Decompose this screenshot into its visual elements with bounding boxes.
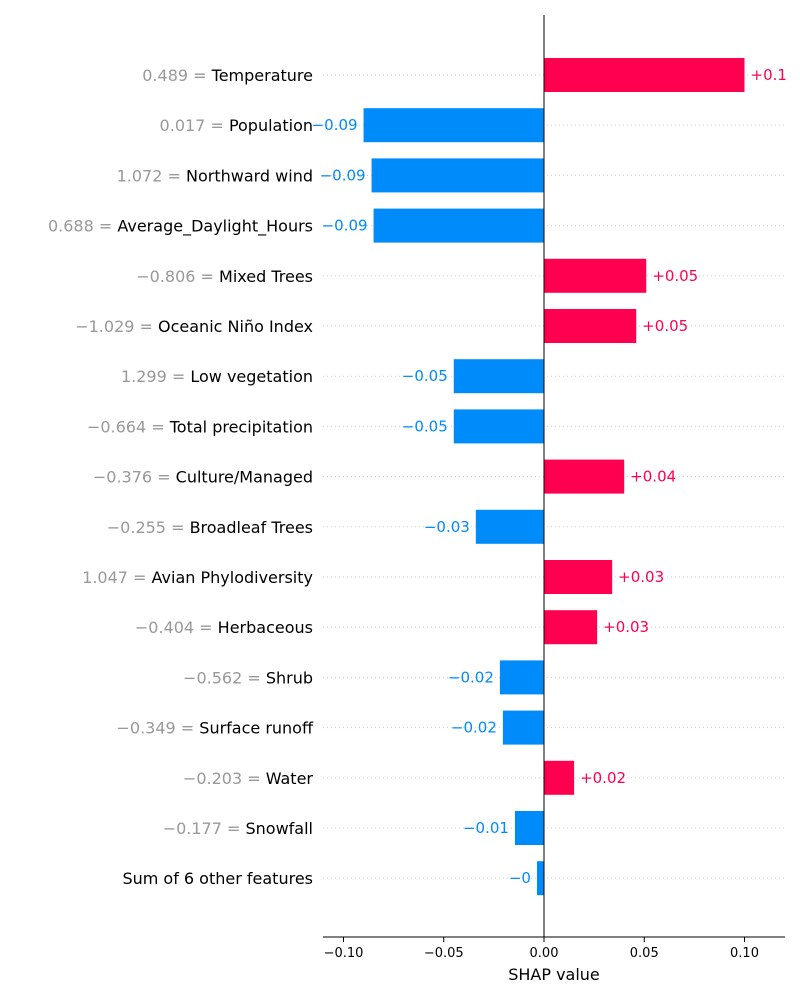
bar-positive (544, 258, 647, 293)
feature-label: 0.017 = Population (160, 116, 313, 135)
feature-value: 1.047 = (82, 568, 146, 587)
bar-value-label: −0.05 (402, 367, 448, 385)
bar-positive (544, 560, 613, 594)
x-tick-label: −0.05 (424, 946, 464, 961)
feature-label: 0.489 = Temperature (142, 66, 313, 85)
bar-positive (544, 610, 598, 645)
bar-positive (544, 760, 575, 795)
feature-label: −0.349 = Surface runoff (116, 719, 313, 738)
feature-name: Water (266, 769, 314, 788)
bar-negative (536, 861, 544, 896)
feature-label: −0.806 = Mixed Trees (136, 267, 313, 286)
feature-name: Broadleaf Trees (190, 518, 313, 537)
feature-name: Northward wind (186, 166, 313, 185)
x-tick-label: 0.00 (530, 946, 559, 961)
bar-value-label: +0.1 (751, 66, 787, 84)
feature-name: Sum of 6 other features (122, 869, 313, 888)
bar-negative (502, 710, 544, 745)
bar-value-label: −0.05 (402, 417, 448, 435)
bar-value-label: −0.09 (312, 116, 358, 134)
feature-value: 0.017 = (160, 116, 224, 135)
feature-value: −0.376 = (93, 468, 171, 487)
bar-value-label: −0.09 (322, 217, 368, 235)
bar-value-labels: +0.1 −0.09 −0.09 −0.09 +0.05 +0.05 −0.05 −0.05 +… (312, 66, 787, 887)
feature-label: −0.664 = Total precipitation (87, 417, 313, 436)
feature-value: 1.299 = (121, 367, 185, 386)
bar-negative (371, 158, 544, 193)
feature-value: −1.029 = (75, 317, 153, 336)
feature-value: −0.349 = (116, 719, 194, 738)
feature-label: −0.562 = Shrub (183, 668, 313, 687)
feature-name: Temperature (211, 66, 313, 85)
feature-name: Surface runoff (199, 719, 314, 738)
feature-value: −0.177 = (163, 819, 241, 838)
bar-value-label: +0.03 (618, 568, 664, 586)
feature-name: Avian Phylodiversity (152, 568, 313, 587)
feature-name: Low vegetation (190, 367, 313, 386)
feature-value: −0.806 = (136, 267, 214, 286)
bar-negative (453, 359, 544, 394)
feature-value: 1.072 = (117, 166, 181, 185)
feature-name: Shrub (266, 668, 313, 687)
chart-rows: 0.489 = Temperature 0.017 = Population 1.0… (48, 66, 785, 888)
feature-name: Culture/Managed (176, 468, 313, 487)
bar-value-label: +0.04 (630, 468, 676, 486)
bar-value-label: −0 (509, 869, 531, 887)
bar-positive (544, 309, 637, 343)
feature-name: Herbaceous (218, 618, 313, 637)
x-axis: −0.10 −0.05 0.00 0.05 0.10 (323, 936, 785, 961)
bar-value-label: −0.02 (451, 719, 497, 737)
feature-name: Total precipitation (169, 417, 313, 436)
feature-label: 1.072 = Northward wind (117, 166, 313, 185)
feature-value: −0.562 = (183, 668, 261, 687)
feature-value: 0.489 = (142, 66, 206, 85)
bar-value-label: −0.03 (424, 518, 470, 536)
feature-label: −0.376 = Culture/Managed (93, 468, 313, 487)
feature-label: −0.404 = Herbaceous (135, 618, 313, 637)
bar-positive (544, 58, 745, 92)
feature-name: Population (229, 116, 313, 135)
feature-label: Sum of 6 other features (122, 869, 313, 888)
feature-label: −0.203 = Water (183, 769, 314, 788)
bar-value-label: +0.05 (642, 317, 688, 335)
x-axis-label: SHAP value (508, 965, 600, 984)
x-tick-label: −0.10 (324, 946, 364, 961)
feature-name: Mixed Trees (219, 267, 313, 286)
bar-value-label: −0.09 (320, 166, 366, 184)
feature-label: 1.047 = Avian Phylodiversity (82, 568, 313, 587)
bar-negative (373, 208, 544, 243)
feature-value: −0.255 = (107, 518, 185, 537)
bar-negative (475, 509, 544, 544)
feature-name: Snowfall (246, 819, 314, 838)
chart-bars (363, 58, 745, 896)
feature-value: 0.688 = (48, 217, 112, 236)
bar-negative (499, 660, 544, 695)
feature-value: −0.404 = (135, 618, 213, 637)
x-tick-label: 0.05 (630, 946, 659, 961)
feature-value: −0.664 = (87, 417, 165, 436)
bar-negative (514, 811, 544, 845)
feature-name: Average_Daylight_Hours (117, 217, 313, 237)
bar-value-label: −0.01 (463, 819, 509, 837)
bar-positive (544, 459, 625, 494)
x-tick-label: 0.10 (730, 946, 759, 961)
bar-negative (363, 108, 544, 143)
feature-value: −0.203 = (183, 769, 261, 788)
feature-label: −0.255 = Broadleaf Trees (107, 518, 313, 537)
feature-label: −1.029 = Oceanic Niño Index (75, 317, 313, 336)
feature-label: −0.177 = Snowfall (163, 819, 313, 838)
bar-value-label: +0.02 (580, 769, 626, 787)
feature-name: Oceanic Niño Index (158, 317, 313, 336)
feature-label: 0.688 = Average_Daylight_Hours (48, 217, 313, 237)
feature-label: 1.299 = Low vegetation (121, 367, 313, 386)
bar-value-label: +0.03 (603, 618, 649, 636)
bar-value-label: −0.02 (448, 668, 494, 686)
bar-value-label: +0.05 (652, 267, 698, 285)
bar-negative (453, 409, 544, 444)
